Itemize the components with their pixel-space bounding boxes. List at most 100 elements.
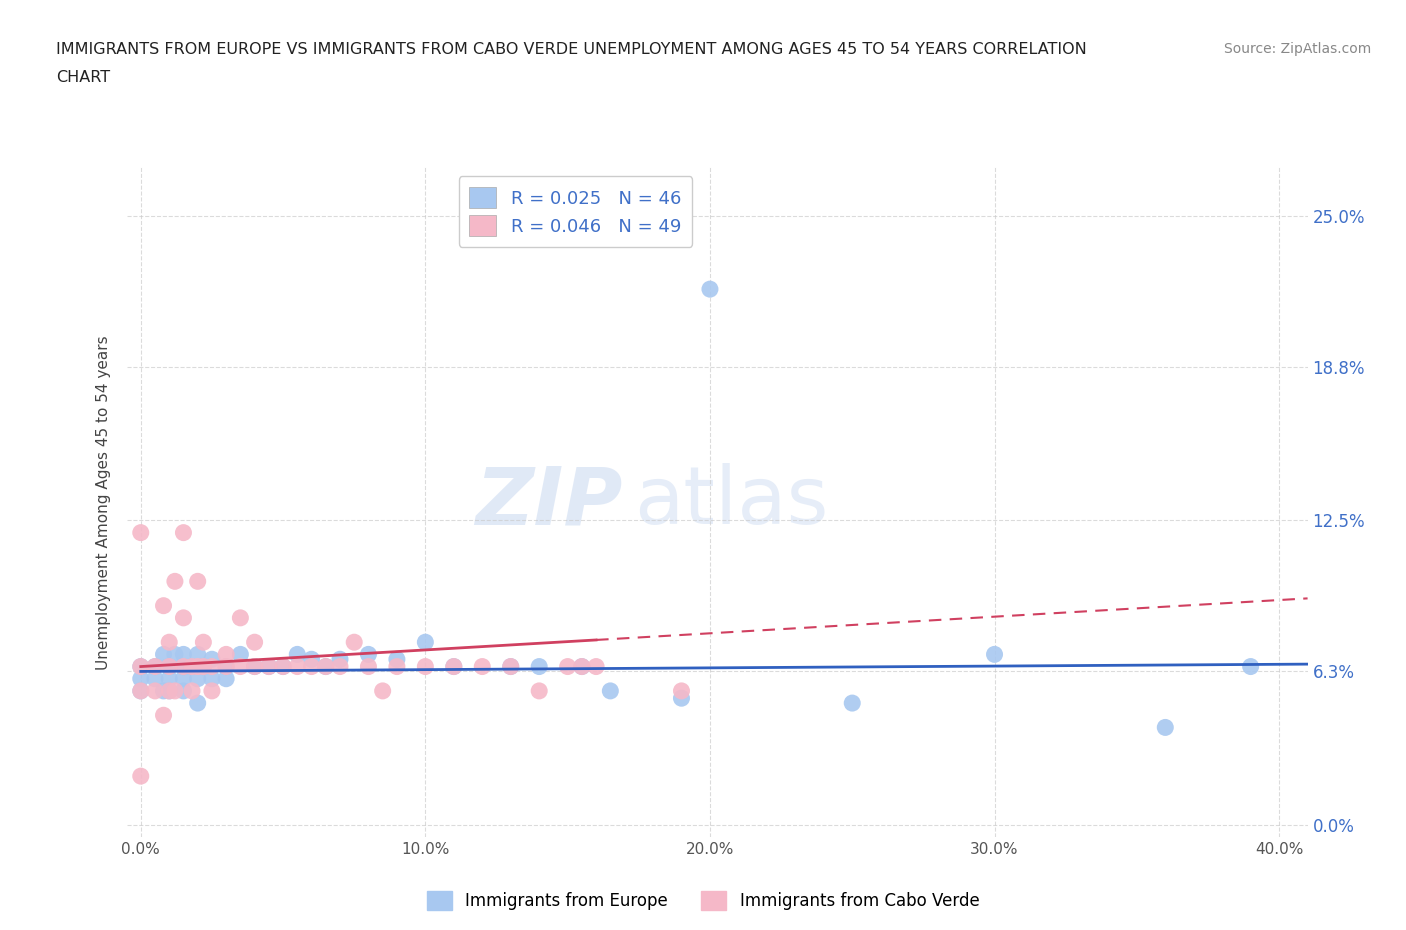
Point <box>215 659 238 674</box>
Point <box>257 659 280 674</box>
Point <box>172 659 194 674</box>
Point <box>983 647 1005 662</box>
Point <box>157 684 180 698</box>
Point <box>415 659 437 674</box>
Point <box>271 659 294 674</box>
Point <box>129 659 152 674</box>
Point <box>229 610 252 625</box>
Point <box>201 671 224 686</box>
Point <box>257 659 280 674</box>
Text: Source: ZipAtlas.com: Source: ZipAtlas.com <box>1223 42 1371 56</box>
Point <box>129 525 152 540</box>
Point <box>129 684 152 698</box>
Point <box>157 635 180 650</box>
Point <box>527 684 550 698</box>
Point <box>315 659 337 674</box>
Text: atlas: atlas <box>634 463 828 541</box>
Point <box>187 696 209 711</box>
Point <box>1240 659 1263 674</box>
Point <box>343 635 366 650</box>
Point <box>181 684 204 698</box>
Point <box>152 708 174 723</box>
Point <box>187 671 209 686</box>
Point <box>157 671 180 686</box>
Point <box>471 659 494 674</box>
Point <box>215 659 238 674</box>
Point <box>571 659 593 674</box>
Point <box>201 659 224 674</box>
Point <box>285 647 308 662</box>
Point <box>371 684 394 698</box>
Point <box>193 659 215 674</box>
Point <box>385 659 408 674</box>
Point <box>143 671 166 686</box>
Point <box>243 659 266 674</box>
Point <box>1154 720 1177 735</box>
Point <box>172 647 194 662</box>
Point <box>271 659 294 674</box>
Point <box>143 659 166 674</box>
Point <box>585 659 607 674</box>
Point <box>172 525 194 540</box>
Point <box>357 659 380 674</box>
Point <box>193 659 215 674</box>
Point <box>243 635 266 650</box>
Point <box>229 659 252 674</box>
Point <box>385 652 408 667</box>
Point <box>181 659 204 674</box>
Point <box>499 659 522 674</box>
Point <box>357 647 380 662</box>
Point <box>187 659 209 674</box>
Point <box>301 652 323 667</box>
Point <box>215 671 238 686</box>
Point <box>571 659 593 674</box>
Point <box>157 659 180 674</box>
Point <box>841 696 863 711</box>
Point <box>699 282 721 297</box>
Point <box>557 659 579 674</box>
Point <box>243 659 266 674</box>
Point <box>172 684 194 698</box>
Point <box>172 659 194 674</box>
Point <box>285 659 308 674</box>
Point <box>499 659 522 674</box>
Point <box>152 684 174 698</box>
Point <box>152 647 174 662</box>
Point <box>157 659 180 674</box>
Point <box>163 647 186 662</box>
Point <box>129 659 152 674</box>
Point <box>187 647 209 662</box>
Point <box>157 684 180 698</box>
Legend: Immigrants from Europe, Immigrants from Cabo Verde: Immigrants from Europe, Immigrants from … <box>420 884 986 917</box>
Point <box>415 635 437 650</box>
Point <box>315 659 337 674</box>
Point <box>599 684 621 698</box>
Point <box>181 659 204 674</box>
Legend: R = 0.025   N = 46, R = 0.046   N = 49: R = 0.025 N = 46, R = 0.046 N = 49 <box>458 177 692 247</box>
Point <box>301 659 323 674</box>
Point <box>143 659 166 674</box>
Point <box>152 598 174 613</box>
Point <box>671 691 693 706</box>
Point <box>172 671 194 686</box>
Point <box>201 652 224 667</box>
Point <box>671 684 693 698</box>
Point <box>172 610 194 625</box>
Text: ZIP: ZIP <box>475 463 623 541</box>
Point <box>329 659 352 674</box>
Point <box>443 659 465 674</box>
Point <box>329 652 352 667</box>
Point <box>215 647 238 662</box>
Point <box>193 635 215 650</box>
Point <box>201 684 224 698</box>
Text: CHART: CHART <box>56 70 110 85</box>
Point <box>143 684 166 698</box>
Point <box>163 574 186 589</box>
Point <box>129 671 152 686</box>
Y-axis label: Unemployment Among Ages 45 to 54 years: Unemployment Among Ages 45 to 54 years <box>96 335 111 670</box>
Point <box>129 684 152 698</box>
Point <box>163 684 186 698</box>
Point <box>187 574 209 589</box>
Text: IMMIGRANTS FROM EUROPE VS IMMIGRANTS FROM CABO VERDE UNEMPLOYMENT AMONG AGES 45 : IMMIGRANTS FROM EUROPE VS IMMIGRANTS FRO… <box>56 42 1087 57</box>
Point <box>527 659 550 674</box>
